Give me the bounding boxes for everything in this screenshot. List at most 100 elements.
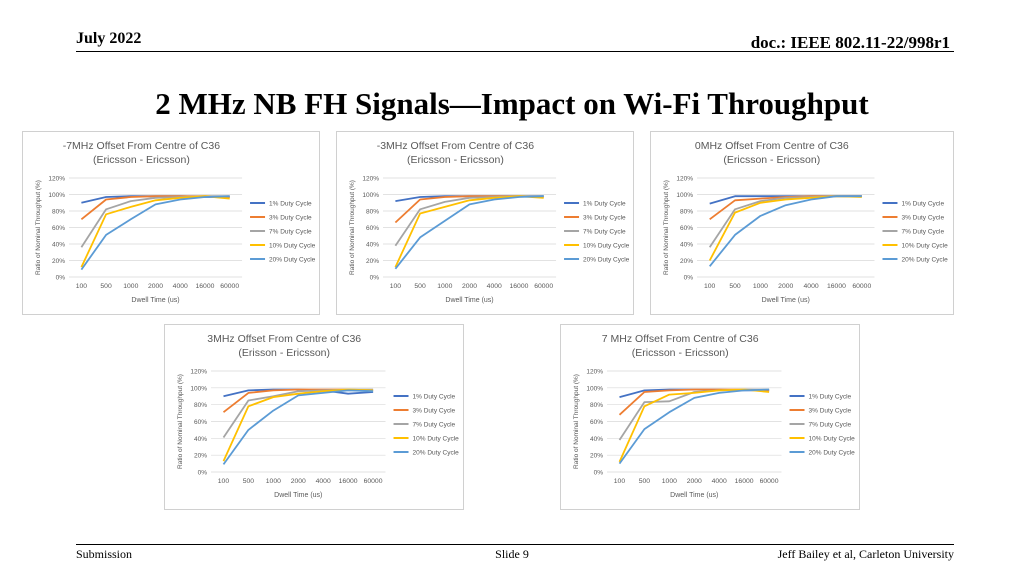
- y-tick-label: 120%: [586, 369, 603, 376]
- legend-entry: 7% Duty Cycle: [269, 229, 312, 236]
- legend-entry: 10% Duty Cycle: [269, 243, 316, 250]
- y-axis-label: Ratio of Nominal Throughput (%): [573, 374, 580, 469]
- line-chart: -3MHz Offset From Centre of C36 (Ericsson…: [349, 140, 630, 304]
- legend-entry: 1% Duty Cycle: [269, 201, 312, 208]
- x-tick-label: 60000: [534, 283, 553, 290]
- x-tick-label: 4000: [712, 478, 727, 485]
- legend-entry: 20% Duty Cycle: [901, 257, 948, 264]
- legend-entry: 20% Duty Cycle: [413, 450, 460, 457]
- x-axis-label: Dwell Time (us): [274, 492, 322, 499]
- legend-entry: 20% Duty Cycle: [809, 450, 856, 457]
- y-axis-label: Ratio of Nominal Throughput (%): [177, 374, 184, 469]
- x-axis-label: Dwell Time (us): [445, 297, 493, 304]
- x-tick-label: 60000: [760, 478, 779, 485]
- header-doc-id: doc.: IEEE 802.11-22/998r1: [750, 33, 950, 52]
- x-tick-label: 2000: [778, 283, 793, 290]
- line-chart: 3MHz Offset From Centre of C36 (Erisson -…: [177, 333, 460, 499]
- chart-panel-2: -3MHz Offset From Centre of C36 (Ericsson…: [336, 131, 634, 315]
- x-tick-label: 4000: [487, 283, 502, 290]
- y-tick-label: 80%: [590, 402, 603, 409]
- slide-title: 2 MHz NB FH Signals—Impact on Wi-Fi Thro…: [155, 86, 869, 121]
- series-line: [222, 389, 374, 465]
- series-line: [618, 388, 770, 463]
- y-tick-label: 60%: [194, 419, 207, 426]
- y-tick-label: 20%: [680, 258, 693, 265]
- x-tick-label: 100: [218, 478, 230, 485]
- y-tick-label: 100%: [676, 192, 693, 199]
- legend-entry: 1% Duty Cycle: [901, 201, 944, 208]
- chart-title: 3MHz Offset From Centre of C36: [207, 333, 361, 345]
- line-chart: 7 MHz Offset From Centre of C36 (Ericsson…: [573, 333, 856, 499]
- y-tick-label: 20%: [366, 258, 379, 265]
- series-line: [80, 195, 230, 268]
- footer-submission: Submission: [76, 547, 133, 561]
- y-tick-label: 0%: [370, 275, 380, 282]
- legend-entry: 3% Duty Cycle: [269, 215, 312, 222]
- chart-panel-5: 7 MHz Offset From Centre of C36 (Ericsson…: [560, 324, 860, 510]
- legend-entry: 10% Duty Cycle: [901, 243, 948, 250]
- x-tick-label: 16000: [339, 478, 358, 485]
- y-axis-label: Ratio of Nominal Throughput (%): [663, 180, 670, 275]
- chart-panel-3: 0MHz Offset From Centre of C36 (Ericsson …: [650, 131, 954, 315]
- x-tick-label: 100: [614, 478, 626, 485]
- x-tick-label: 500: [243, 478, 255, 485]
- y-tick-label: 20%: [590, 453, 603, 460]
- x-tick-label: 16000: [735, 478, 754, 485]
- chart-title: 0MHz Offset From Centre of C36: [695, 140, 849, 152]
- line-chart: 0MHz Offset From Centre of C36 (Ericsson …: [663, 140, 948, 304]
- chart-title: 7 MHz Offset From Centre of C36: [602, 333, 759, 345]
- y-tick-label: 40%: [366, 242, 379, 249]
- footer-slide-number: Slide 9: [495, 547, 529, 561]
- line-chart: -7MHz Offset From Centre of C36 (Ericsson…: [35, 140, 316, 304]
- x-tick-label: 2000: [291, 478, 306, 485]
- legend-entry: 7% Duty Cycle: [901, 229, 944, 236]
- x-axis-label: Dwell Time (us): [131, 297, 179, 304]
- x-tick-label: 4000: [316, 478, 331, 485]
- chart-subtitle: (Ericsson - Ericsson): [93, 154, 190, 166]
- y-tick-label: 100%: [190, 385, 207, 392]
- legend-entry: 10% Duty Cycle: [583, 243, 630, 250]
- y-tick-label: 120%: [48, 176, 65, 183]
- legend-entry: 7% Duty Cycle: [583, 229, 626, 236]
- series-line: [708, 195, 862, 248]
- chart-subtitle: (Ericsson - Ericsson): [407, 154, 504, 166]
- y-tick-label: 40%: [680, 242, 693, 249]
- x-tick-label: 1000: [123, 283, 138, 290]
- legend-entry: 3% Duty Cycle: [583, 215, 626, 222]
- x-tick-label: 1000: [753, 283, 768, 290]
- y-tick-label: 120%: [676, 176, 693, 183]
- x-tick-label: 1000: [662, 478, 677, 485]
- x-tick-label: 2000: [148, 283, 163, 290]
- legend-entry: 3% Duty Cycle: [901, 215, 944, 222]
- footer-divider: [76, 544, 954, 545]
- x-tick-label: 500: [639, 478, 651, 485]
- y-tick-label: 100%: [586, 385, 603, 392]
- y-tick-label: 80%: [366, 209, 379, 216]
- legend-entry: 1% Duty Cycle: [809, 394, 852, 401]
- x-tick-label: 16000: [827, 283, 846, 290]
- legend-entry: 7% Duty Cycle: [809, 422, 852, 429]
- x-tick-label: 500: [729, 283, 741, 290]
- legend-entry: 7% Duty Cycle: [413, 422, 456, 429]
- x-tick-label: 1000: [437, 283, 452, 290]
- x-tick-label: 2000: [462, 283, 477, 290]
- legend-entry: 3% Duty Cycle: [413, 408, 456, 415]
- y-tick-label: 0%: [56, 275, 66, 282]
- x-tick-label: 4000: [804, 283, 819, 290]
- x-tick-label: 100: [390, 283, 402, 290]
- y-tick-label: 80%: [680, 209, 693, 216]
- chart-subtitle: (Ericsson - Ericsson): [723, 154, 820, 166]
- legend-entry: 10% Duty Cycle: [809, 436, 856, 443]
- chart-panel-1: -7MHz Offset From Centre of C36 (Ericsson…: [22, 131, 320, 315]
- x-tick-label: 16000: [196, 283, 215, 290]
- chart-title: -3MHz Offset From Centre of C36: [377, 140, 535, 152]
- y-axis-label: Ratio of Nominal Throughput (%): [349, 180, 356, 275]
- chart-panel-4: 3MHz Offset From Centre of C36 (Erisson -…: [164, 324, 464, 510]
- x-tick-label: 4000: [173, 283, 188, 290]
- series-line: [394, 195, 544, 270]
- y-tick-label: 40%: [52, 242, 65, 249]
- y-tick-label: 60%: [366, 225, 379, 232]
- y-tick-label: 120%: [362, 176, 379, 183]
- y-tick-label: 120%: [190, 369, 207, 376]
- y-tick-label: 60%: [680, 225, 693, 232]
